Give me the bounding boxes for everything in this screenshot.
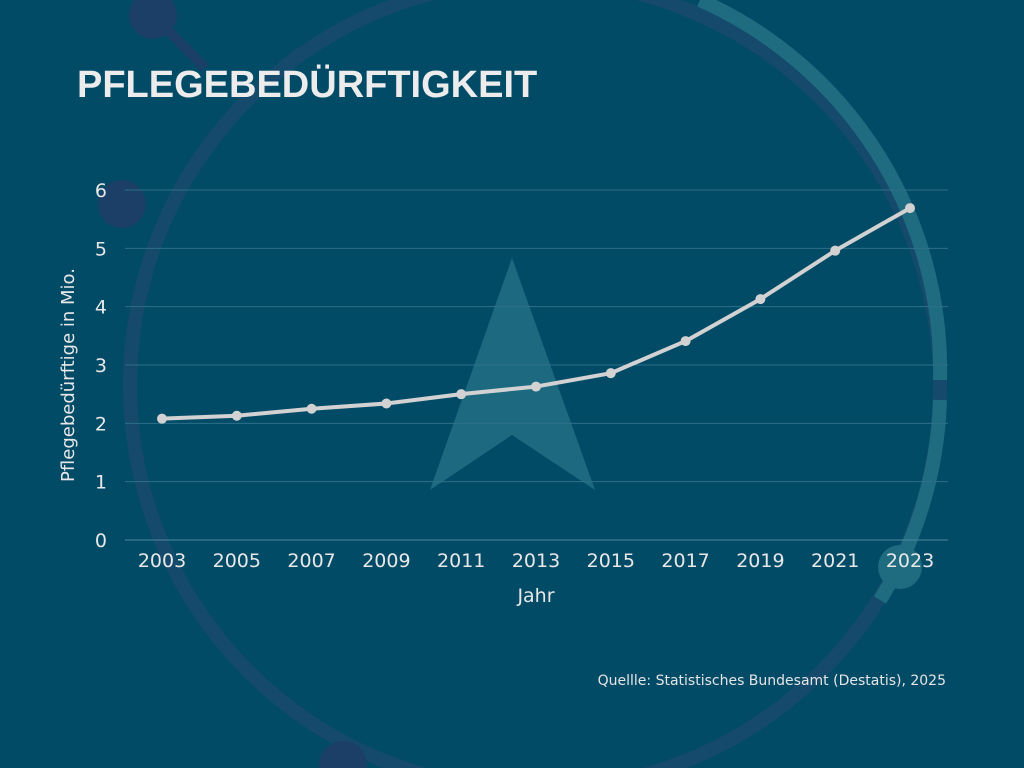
data-point (605, 368, 616, 379)
data-point (157, 413, 167, 424)
data-point (905, 203, 915, 214)
data-point (231, 410, 242, 421)
decorative-node (878, 545, 922, 589)
x-tick-label: 2003 (138, 550, 186, 572)
data-point (456, 389, 467, 400)
x-tick-label: 2013 (512, 550, 560, 572)
source-note: Quellle: Statistisches Bundesamt (Destat… (597, 673, 946, 689)
y-tick-label: 3 (95, 355, 107, 377)
x-tick-label: 2009 (362, 550, 410, 572)
x-tick-label: 2011 (437, 550, 485, 572)
y-tick-label: 5 (95, 238, 107, 260)
data-point (381, 398, 392, 409)
data-point (755, 294, 766, 305)
arrow-watermark-icon (430, 258, 595, 490)
y-tick-label: 4 (95, 297, 107, 319)
decorative-arc-right (697, 0, 948, 381)
y-tick-label: 6 (95, 180, 107, 202)
x-tick-label: 2021 (811, 550, 859, 572)
x-tick-label: 2019 (736, 550, 784, 572)
decorative-node (319, 741, 367, 768)
decorative-node (129, 0, 177, 39)
decorative-ring (123, 0, 947, 768)
data-point (830, 245, 841, 256)
x-tick-label: 2007 (287, 550, 335, 572)
x-tick-label: 2017 (661, 550, 709, 572)
decorative-node (98, 180, 146, 228)
x-tick-label: 2023 (886, 550, 934, 572)
data-point (306, 403, 317, 414)
y-axis-label: Pflegebedürftige in Mio. (58, 268, 79, 482)
y-tick-label: 0 (95, 530, 107, 552)
y-tick-label: 2 (95, 413, 107, 435)
data-point (680, 336, 691, 347)
y-tick-label: 1 (95, 472, 107, 494)
x-tick-label: 2015 (587, 550, 635, 572)
page-title: PFLEGEBEDÜRFTIGKEIT (77, 64, 538, 106)
x-axis-label: Jahr (516, 585, 554, 607)
x-tick-label: 2005 (213, 550, 261, 572)
data-point (531, 381, 541, 392)
